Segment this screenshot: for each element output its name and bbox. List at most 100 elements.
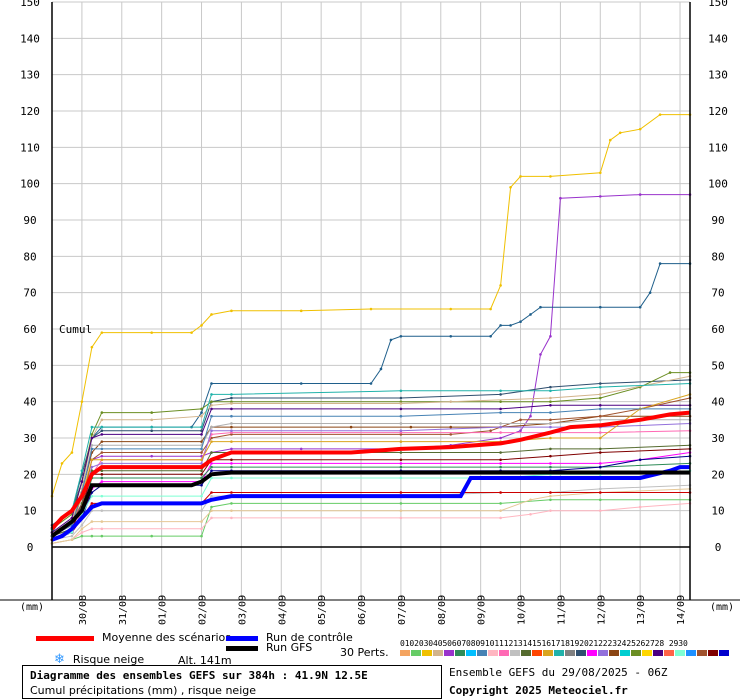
series-point bbox=[150, 425, 153, 429]
series-point bbox=[200, 407, 203, 411]
series-point bbox=[210, 494, 213, 498]
legend-gfs-swatch bbox=[226, 645, 258, 651]
x-date-label: 05/09 bbox=[317, 595, 328, 625]
series-point bbox=[210, 382, 213, 385]
pert-swatch bbox=[697, 650, 707, 656]
series-point bbox=[598, 451, 602, 454]
series-point bbox=[80, 534, 84, 538]
series-point bbox=[499, 411, 502, 414]
series-point bbox=[90, 494, 94, 498]
series-point bbox=[549, 436, 552, 440]
series-point bbox=[230, 422, 233, 425]
series-point bbox=[100, 458, 104, 462]
x-date-label: 31/08 bbox=[118, 595, 129, 625]
pert-swatch bbox=[455, 650, 465, 656]
series-point bbox=[230, 402, 233, 405]
series-point bbox=[499, 407, 502, 411]
series-point bbox=[200, 509, 203, 512]
y-tick-label-right: 30 bbox=[711, 432, 724, 445]
series-point bbox=[80, 469, 84, 473]
series-point bbox=[299, 309, 303, 313]
series-point bbox=[598, 404, 602, 407]
series-point bbox=[658, 262, 662, 265]
y-tick-label-left: 90 bbox=[23, 214, 36, 227]
legend-snow-label: Risque neige bbox=[72, 653, 145, 666]
series-point bbox=[100, 443, 104, 447]
series-point bbox=[100, 425, 104, 429]
series-point bbox=[100, 473, 104, 476]
series-point bbox=[598, 396, 602, 400]
series-point bbox=[200, 469, 203, 473]
series-point bbox=[210, 509, 213, 512]
series-point bbox=[100, 418, 104, 422]
series-point bbox=[549, 491, 552, 494]
y-tick-label-right: 130 bbox=[708, 69, 728, 82]
series-point bbox=[210, 393, 213, 396]
series-point bbox=[399, 516, 403, 520]
series-point bbox=[499, 436, 502, 440]
series-point bbox=[519, 429, 522, 433]
y-tick-label-left: 70 bbox=[23, 287, 36, 300]
y-tick-label-right: 120 bbox=[708, 105, 728, 118]
series-point bbox=[598, 171, 602, 175]
legend-mean: Moyenne des scénarios bbox=[36, 631, 231, 644]
series-point bbox=[549, 334, 552, 338]
series-point bbox=[70, 534, 74, 538]
series-point bbox=[529, 414, 532, 418]
series-point bbox=[80, 480, 84, 483]
legend-control: Run de contrôle bbox=[226, 631, 353, 644]
pert-swatch bbox=[411, 650, 421, 656]
x-date-label: 08/09 bbox=[437, 595, 448, 625]
series-point bbox=[449, 334, 453, 338]
series-point bbox=[598, 498, 602, 502]
series-point bbox=[598, 462, 602, 465]
series-point bbox=[150, 534, 153, 538]
series-point bbox=[230, 400, 233, 403]
series-point bbox=[549, 396, 552, 400]
series-point bbox=[638, 458, 642, 462]
series-point bbox=[90, 458, 94, 462]
series-point bbox=[230, 491, 233, 494]
series-line-highlight bbox=[50, 410, 691, 531]
series-point bbox=[598, 393, 602, 396]
series-point bbox=[598, 382, 602, 385]
pert-swatch bbox=[510, 650, 520, 656]
series-point bbox=[598, 305, 602, 309]
y-tick-label-left: 120 bbox=[20, 105, 40, 118]
series-point bbox=[499, 284, 502, 287]
series-point bbox=[539, 353, 542, 356]
series-point bbox=[100, 520, 104, 523]
series-line-highlight bbox=[50, 470, 690, 538]
series-point bbox=[598, 465, 602, 469]
series-point bbox=[100, 411, 104, 414]
pert-swatch bbox=[444, 650, 454, 656]
series-point bbox=[230, 431, 233, 434]
pert-swatch bbox=[598, 650, 608, 656]
series-point bbox=[100, 429, 104, 433]
copyright: Copyright 2025 Meteociel.fr bbox=[449, 684, 628, 697]
series-point bbox=[200, 483, 203, 487]
series-point bbox=[399, 334, 403, 338]
series-point bbox=[399, 402, 403, 405]
series-line-member bbox=[51, 383, 691, 530]
series-point bbox=[230, 502, 233, 505]
pert-swatch bbox=[422, 650, 432, 656]
pert-swatch bbox=[686, 650, 696, 656]
x-date-label: 03/09 bbox=[237, 595, 248, 625]
series-point bbox=[389, 338, 393, 342]
series-point bbox=[549, 447, 552, 451]
series-point bbox=[150, 331, 153, 334]
series-point bbox=[70, 451, 74, 454]
series-point bbox=[598, 447, 602, 451]
series-point bbox=[399, 451, 403, 454]
series-point bbox=[230, 476, 233, 480]
series-point bbox=[369, 307, 373, 311]
series-point bbox=[150, 454, 153, 458]
series-point bbox=[200, 534, 203, 538]
series-line-member bbox=[51, 488, 691, 544]
series-point bbox=[409, 425, 413, 429]
series-point bbox=[499, 465, 502, 469]
series-point bbox=[230, 425, 233, 429]
series-point bbox=[638, 193, 642, 196]
series-point bbox=[598, 195, 602, 198]
